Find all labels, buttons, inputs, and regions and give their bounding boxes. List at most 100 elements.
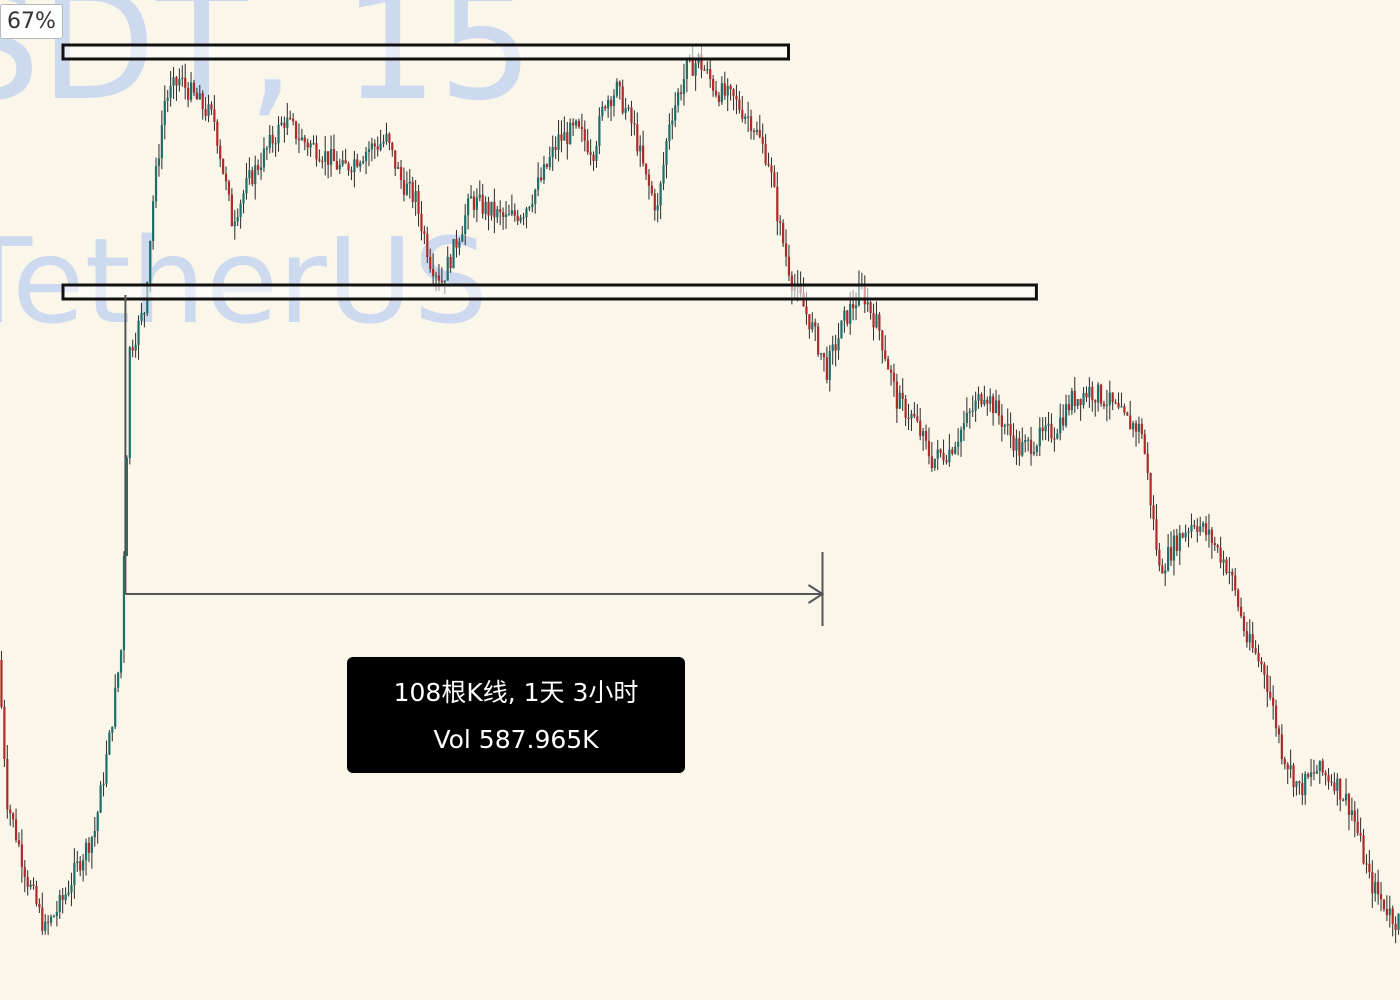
candle-body (79, 861, 82, 871)
candle (271, 125, 274, 153)
candle (534, 188, 537, 214)
candle-body (268, 134, 271, 149)
candle-body (677, 92, 680, 106)
candle-body (1140, 423, 1143, 435)
candle-body (1362, 835, 1365, 864)
candle-body (790, 275, 793, 291)
candle (679, 84, 683, 101)
candle (1301, 773, 1304, 805)
candle-body (44, 921, 47, 931)
candle-body (647, 174, 651, 186)
candle (376, 136, 379, 157)
candle (1024, 434, 1027, 453)
candle-body (440, 280, 443, 283)
resistance-zone[interactable] (61, 43, 790, 61)
candle (207, 94, 210, 123)
candle-body (297, 138, 301, 141)
candle (44, 914, 47, 935)
candle-body (67, 892, 70, 895)
candle (108, 730, 111, 756)
candle (717, 91, 721, 107)
candle-body (528, 207, 531, 209)
candle (709, 58, 712, 88)
candle (362, 155, 365, 165)
candle-body (443, 280, 446, 283)
candle (1111, 392, 1114, 411)
candle (1009, 412, 1012, 449)
candle-body (887, 358, 890, 370)
candle (426, 226, 429, 264)
candle-body (1129, 415, 1132, 430)
candle (1035, 444, 1038, 457)
candle-body (674, 105, 677, 121)
candle-body (35, 885, 38, 904)
candle-body (169, 85, 172, 98)
candle-body (1064, 404, 1068, 426)
candle (332, 134, 336, 162)
candle-body (143, 313, 146, 315)
candle (834, 334, 837, 367)
candle (1304, 771, 1307, 805)
candle-body (1266, 674, 1269, 692)
candle (1330, 774, 1333, 787)
candle-body (563, 132, 566, 141)
candle-body (744, 116, 747, 119)
candle (1274, 699, 1278, 737)
candle-body (840, 320, 843, 339)
candle-body (1312, 772, 1316, 774)
candle-body (889, 369, 893, 373)
candle-body (478, 194, 481, 198)
candle (93, 817, 96, 847)
candle (787, 244, 791, 281)
candle-body (531, 203, 534, 208)
candle (1321, 758, 1324, 776)
candle (283, 116, 286, 143)
candle (318, 149, 321, 163)
candle (1199, 516, 1202, 536)
zoom-badge[interactable]: 67% (0, 4, 63, 39)
candle (233, 209, 236, 240)
measure-tool[interactable] (124, 295, 825, 626)
candle (420, 201, 423, 241)
candle (811, 312, 814, 333)
candle-body (589, 152, 592, 155)
candle-body (828, 351, 831, 380)
candle-body (475, 197, 478, 210)
candle (1190, 513, 1193, 539)
candle-body (1184, 532, 1187, 538)
candle (1169, 531, 1173, 566)
candle-body (29, 884, 32, 887)
candle-body (1161, 565, 1164, 574)
candle-body (1067, 404, 1071, 411)
candle-body (924, 431, 928, 441)
zones[interactable] (61, 43, 1038, 301)
support-zone[interactable] (61, 283, 1038, 301)
candle-body (242, 193, 245, 204)
candle (102, 772, 105, 797)
candle-body (1143, 434, 1146, 454)
candle (1315, 764, 1318, 774)
candle (105, 740, 108, 788)
candle (1269, 675, 1272, 701)
candle (408, 168, 411, 199)
candle-body (1149, 472, 1152, 506)
candle-body (280, 122, 283, 125)
candle (1344, 778, 1348, 806)
candle (464, 203, 467, 246)
candle-body (878, 314, 881, 331)
candle (137, 315, 140, 360)
candle-body (1234, 575, 1237, 591)
candle (624, 97, 627, 120)
candle (239, 199, 242, 229)
candle (248, 157, 251, 185)
candle-body (461, 233, 464, 242)
candle-body (379, 143, 382, 150)
candle (496, 205, 499, 223)
candle-body (76, 861, 79, 864)
candle (607, 95, 610, 118)
candle (677, 88, 680, 113)
candle-body (1137, 423, 1141, 432)
candle (895, 373, 898, 424)
